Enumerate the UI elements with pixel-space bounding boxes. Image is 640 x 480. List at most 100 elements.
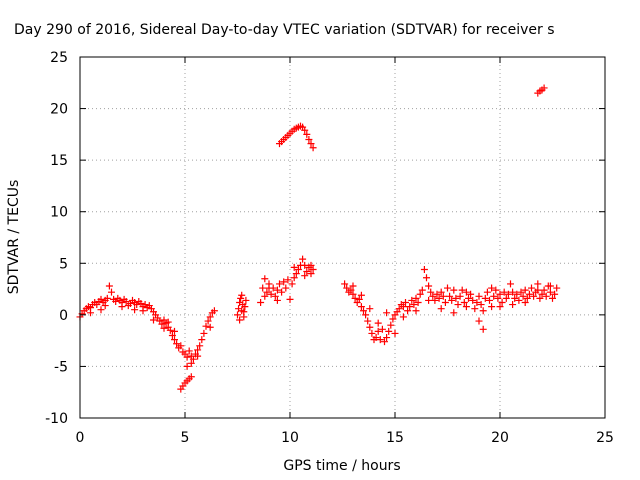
data-point [540, 286, 548, 294]
data-point [187, 373, 195, 381]
data-point [521, 298, 529, 306]
data-point [290, 263, 298, 271]
data-point [385, 327, 393, 335]
data-point [349, 290, 357, 298]
data-point [349, 282, 357, 290]
data-point [406, 303, 414, 311]
data-point [452, 294, 460, 302]
y-tick-label: -5 [54, 359, 68, 375]
data-point [198, 336, 206, 344]
data-point [475, 317, 483, 325]
data-point [204, 317, 212, 325]
y-tick-label: -10 [45, 411, 68, 427]
data-point [282, 284, 290, 292]
data-point [435, 294, 443, 302]
y-tick-label: 15 [50, 153, 68, 169]
data-point [475, 292, 483, 300]
data-point [173, 340, 181, 348]
data-point [517, 288, 525, 296]
data-point [399, 303, 407, 311]
data-point [462, 288, 470, 296]
data-point [131, 306, 139, 314]
data-point [477, 301, 485, 309]
data-point [280, 278, 288, 286]
data-point [261, 292, 269, 300]
data-point [460, 298, 468, 306]
data-point [450, 286, 458, 294]
data-point [200, 329, 208, 337]
data-point [257, 298, 265, 306]
data-point [498, 298, 506, 306]
data-point [276, 280, 283, 288]
data-point [412, 307, 420, 315]
data-point [105, 282, 113, 290]
data-point [288, 280, 296, 288]
data-point [450, 309, 458, 317]
data-point [139, 307, 147, 315]
data-point [437, 288, 445, 296]
data-point [456, 292, 464, 300]
data-point [357, 291, 365, 299]
x-axis-label: GPS time / hours [283, 458, 400, 474]
data-point [509, 301, 517, 309]
data-point [372, 334, 380, 342]
data-point [265, 284, 273, 292]
data-point [150, 316, 157, 324]
data-point [309, 265, 317, 273]
data-point [423, 274, 430, 282]
data-point [103, 294, 111, 302]
y-tick-label: 25 [50, 50, 68, 66]
y-tick-label: 20 [50, 102, 68, 118]
data-point [292, 270, 300, 278]
data-point [194, 346, 202, 354]
data-point [202, 322, 210, 330]
data-point [448, 296, 456, 304]
data-point [301, 261, 309, 269]
data-point [404, 307, 412, 315]
data-point [471, 305, 479, 313]
data-point [479, 307, 487, 315]
data-point [425, 296, 433, 304]
data-point [414, 298, 422, 306]
data-point [551, 290, 559, 298]
data-point [387, 321, 395, 329]
data-point [305, 136, 313, 144]
y-tick-label: 0 [59, 308, 68, 324]
data-point [108, 288, 115, 296]
data-point [97, 306, 105, 314]
data-point [383, 309, 391, 317]
data-point [210, 307, 218, 315]
data-point [183, 362, 191, 370]
data-point [299, 255, 307, 263]
data-point [234, 311, 241, 319]
data-point [273, 296, 281, 304]
data-point [536, 294, 544, 302]
data-point [381, 338, 388, 346]
data-point [519, 292, 527, 300]
data-point [378, 325, 386, 333]
data-point [465, 294, 472, 302]
data-point [444, 284, 451, 292]
data-point [546, 282, 554, 290]
data-point [206, 313, 214, 321]
data-point [431, 296, 439, 304]
data-point [286, 295, 294, 303]
data-point [408, 296, 416, 304]
data-point [164, 318, 172, 326]
data-point [513, 290, 521, 298]
data-point [479, 325, 487, 333]
data-point [523, 294, 531, 302]
data-point [433, 290, 441, 298]
data-point [374, 319, 382, 327]
data-point [391, 329, 399, 337]
x-tick-label: 10 [281, 430, 299, 446]
data-point [355, 295, 363, 303]
data-point [481, 294, 489, 302]
data-point [374, 327, 382, 335]
data-point [278, 288, 286, 296]
data-point [490, 292, 498, 300]
x-tick-label: 5 [181, 430, 190, 446]
data-point [187, 359, 195, 367]
data-point [118, 303, 126, 311]
data-point [412, 294, 420, 302]
